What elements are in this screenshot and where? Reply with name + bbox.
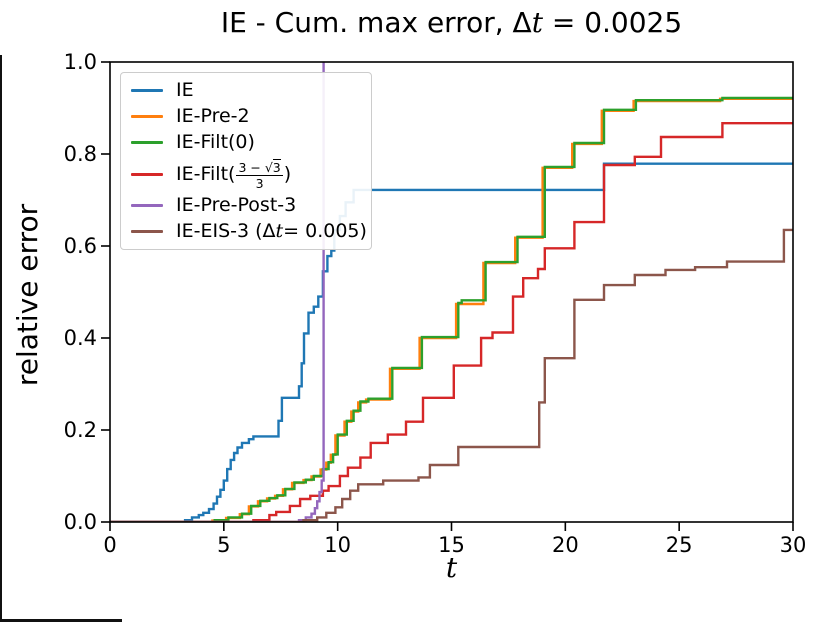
x-tick-label: 30: [780, 533, 807, 557]
legend-label: IE-Pre-Post-3: [176, 193, 297, 216]
legend-line-sample: [131, 172, 163, 176]
x-axis-label-var: t: [445, 551, 458, 584]
legend-entry-IE-Pre-Post-3: IE-Pre-Post-3: [131, 193, 361, 216]
series-line-IE-EIS-3 (dt = 0.005): [110, 228, 793, 522]
y-tick-label: 0.6: [64, 234, 97, 258]
legend-fraction: 3 − √3 3: [236, 158, 283, 191]
x-tick-label: 20: [552, 533, 579, 557]
legend-line-sample: [131, 229, 163, 233]
legend-label-text: IE-Filt(: [176, 162, 236, 185]
y-tick-label: 0.4: [64, 326, 97, 350]
chart-title-prefix: IE - Cum. max error, Δ: [220, 6, 532, 39]
y-tick-label: 0.2: [64, 418, 97, 442]
legend: IE IE-Pre-2 IE-Filt(0) IE-Filt(3 − √3 3) IE-P…: [120, 72, 372, 250]
legend-label: IE-Filt(0): [176, 132, 255, 153]
legend-entry-IE: IE: [131, 80, 361, 101]
y-axis-label: relative error: [11, 203, 44, 387]
window-edge-bottom: [0, 619, 122, 622]
legend-label-text: IE: [176, 79, 194, 101]
legend-label: IE-Filt(3 − √3 3): [176, 158, 292, 191]
chart-title-var: t: [531, 6, 543, 39]
legend-entry-IE-Pre-2: IE-Pre-2: [131, 106, 361, 127]
x-axis-label: t: [110, 551, 793, 584]
series-line-IE-Pre-2: [110, 97, 793, 522]
legend-label-text: = 0.005): [283, 220, 367, 243]
y-tick-label: 0.0: [64, 510, 97, 534]
legend-entry-IE-Filt(0): IE-Filt(0): [131, 132, 361, 153]
legend-label-text: IE-Pre-2: [176, 105, 250, 128]
series-line-IE-Filt((3-sqrt3)/3): [110, 122, 793, 522]
legend-label-text: ): [283, 162, 292, 185]
window-edge-left: [0, 55, 2, 622]
legend-label-text: IE-Pre-Post-3: [176, 193, 297, 216]
legend-line-sample: [131, 115, 163, 119]
legend-label-text: IE-Filt(0): [176, 131, 255, 154]
series-line-IE: [110, 162, 793, 522]
sqrt-sign: √: [264, 159, 273, 175]
legend-label-var: t: [275, 220, 284, 243]
y-tick-label: 1.0: [64, 50, 97, 74]
legend-label: IE: [176, 80, 194, 101]
legend-label-text: IE-EIS-3 (Δ: [176, 220, 276, 243]
legend-label: IE-Pre-2: [176, 106, 250, 127]
x-tick-label: 0: [103, 533, 116, 557]
chart-title: IE - Cum. max error, Δt = 0.0025: [110, 6, 793, 39]
legend-entry-IE-EIS-3 (dt = 0.005): IE-EIS-3 (Δ t = 0.005): [131, 221, 367, 242]
legend-line-sample: [131, 203, 163, 207]
legend-entry-IE-Filt((3-sqrt3)/3): IE-Filt(3 − √3 3): [131, 158, 361, 191]
chart-title-suffix: = 0.0025: [542, 6, 683, 39]
x-tick-label: 15: [438, 533, 465, 557]
legend-line-sample: [131, 141, 163, 145]
y-tick-label: 0.8: [64, 142, 97, 166]
legend-line-sample: [131, 88, 163, 92]
x-tick-label: 10: [324, 533, 351, 557]
x-tick-label: 5: [217, 533, 230, 557]
x-tick-label: 25: [666, 533, 693, 557]
legend-label: IE-EIS-3 (Δ t = 0.005): [176, 221, 367, 242]
series-line-IE-Filt(0): [110, 96, 793, 522]
